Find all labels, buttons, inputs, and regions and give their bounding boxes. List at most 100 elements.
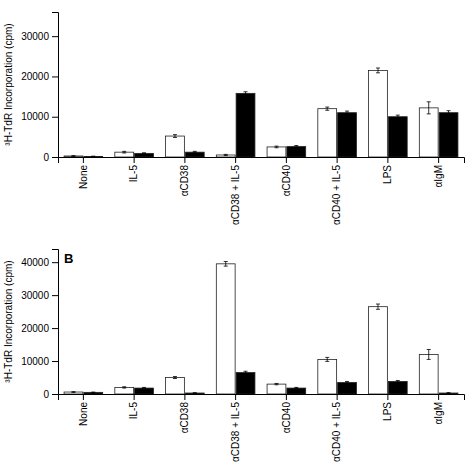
error-bar [325, 357, 329, 361]
x-tick-label: αCD38 [179, 402, 190, 434]
bar [216, 155, 235, 157]
panel-title: B [64, 251, 73, 266]
error-cap [122, 152, 126, 153]
error-cap [71, 392, 75, 393]
error-cap [244, 91, 248, 92]
bar [64, 392, 83, 394]
error-bar [294, 146, 298, 148]
x-tick: LPS [382, 394, 393, 421]
x-tick: None [78, 394, 89, 426]
error-cap [122, 151, 126, 152]
error-bar [294, 387, 298, 388]
error-bar [244, 92, 248, 95]
x-tick-mark [438, 157, 439, 163]
bar [185, 152, 204, 157]
bar [84, 156, 103, 157]
y-tick-mark [52, 157, 58, 158]
error-line [428, 350, 429, 360]
x-tick-label: αCD40 [281, 402, 292, 434]
y-tick: 0 [43, 389, 58, 400]
x-tick: αIgM [433, 394, 444, 424]
x-tick: LPS [382, 157, 393, 184]
error-bar [427, 350, 431, 360]
x-tick: None [78, 157, 89, 189]
error-cap [71, 155, 75, 156]
error-line [245, 92, 246, 95]
series [64, 68, 438, 157]
bar [135, 153, 154, 157]
error-bar [274, 146, 278, 148]
panel: 0100002000030000NoneIL-5αCD38αCD38 + IL-… [3, 13, 465, 225]
error-cap [325, 361, 329, 362]
y-tick-label: 0 [43, 389, 49, 400]
y-tick: 0 [43, 152, 58, 163]
error-cap [427, 349, 431, 350]
y-axis-title: ³H-TdR Incorporation (cpm) [3, 23, 14, 145]
x-tick-label: LPS [382, 165, 393, 184]
x-tick: αCD38 [179, 157, 190, 196]
x-tick-mark [286, 157, 287, 163]
error-cap [427, 101, 431, 102]
series [84, 92, 458, 157]
bar [318, 109, 337, 157]
error-cap [396, 380, 400, 381]
error-bar [447, 111, 451, 115]
bar [115, 152, 134, 157]
error-cap [193, 152, 197, 153]
error-cap [244, 371, 248, 372]
error-cap [294, 388, 298, 389]
error-line [448, 111, 449, 115]
y-tick-label: 30000 [21, 290, 49, 301]
error-line [327, 357, 328, 361]
error-line [377, 68, 378, 73]
x-tick-label: αIgM [433, 402, 444, 424]
error-cap [142, 388, 146, 389]
error-cap [345, 111, 349, 112]
error-cap [91, 392, 95, 393]
x-tick-mark [83, 157, 84, 163]
x-axis-line [59, 158, 465, 164]
bar [135, 388, 154, 394]
error-cap [274, 383, 278, 384]
error-cap [142, 387, 146, 388]
error-cap [325, 357, 329, 358]
plot-area [64, 68, 458, 157]
y-tick-mark [52, 394, 58, 395]
x-tick-mark [184, 157, 185, 163]
error-bar [193, 392, 197, 394]
x-axis: NoneIL-5αCD38αCD38 + IL-5αCD40αCD40 + IL… [59, 394, 465, 462]
x-tick-mark [387, 394, 388, 400]
error-bar [447, 392, 451, 394]
bar [318, 359, 337, 394]
bar [267, 384, 286, 394]
x-tick-label: αCD38 + IL-5 [230, 402, 241, 462]
y-axis: 0100002000030000 [21, 13, 58, 163]
x-tick-label: IL-5 [128, 402, 139, 420]
error-cap [142, 153, 146, 154]
x-tick-mark [235, 157, 236, 163]
y-tick-label: 20000 [21, 323, 49, 334]
error-cap [396, 115, 400, 116]
error-cap [376, 304, 380, 305]
x-tick-mark [134, 394, 135, 400]
y-tick: 20000 [21, 323, 58, 334]
error-bar [345, 111, 349, 114]
error-cap [173, 137, 177, 138]
error-cap [427, 113, 431, 114]
error-cap [193, 392, 197, 393]
error-line [428, 102, 429, 114]
error-bar [71, 391, 75, 393]
error-cap [224, 154, 228, 155]
y-tick: 30000 [21, 31, 58, 42]
error-cap [447, 114, 451, 115]
error-line [174, 135, 175, 138]
plot-area [64, 262, 458, 394]
error-cap [193, 151, 197, 152]
x-tick-mark [337, 394, 338, 400]
error-cap [447, 110, 451, 111]
error-cap [376, 72, 380, 73]
chart: 0 10000 20000 30000 None IL-5 αCD38 αCD38 + IL-… [0, 0, 474, 474]
y-tick-label: 10000 [21, 111, 49, 122]
error-cap [173, 378, 177, 379]
error-cap [193, 393, 197, 394]
